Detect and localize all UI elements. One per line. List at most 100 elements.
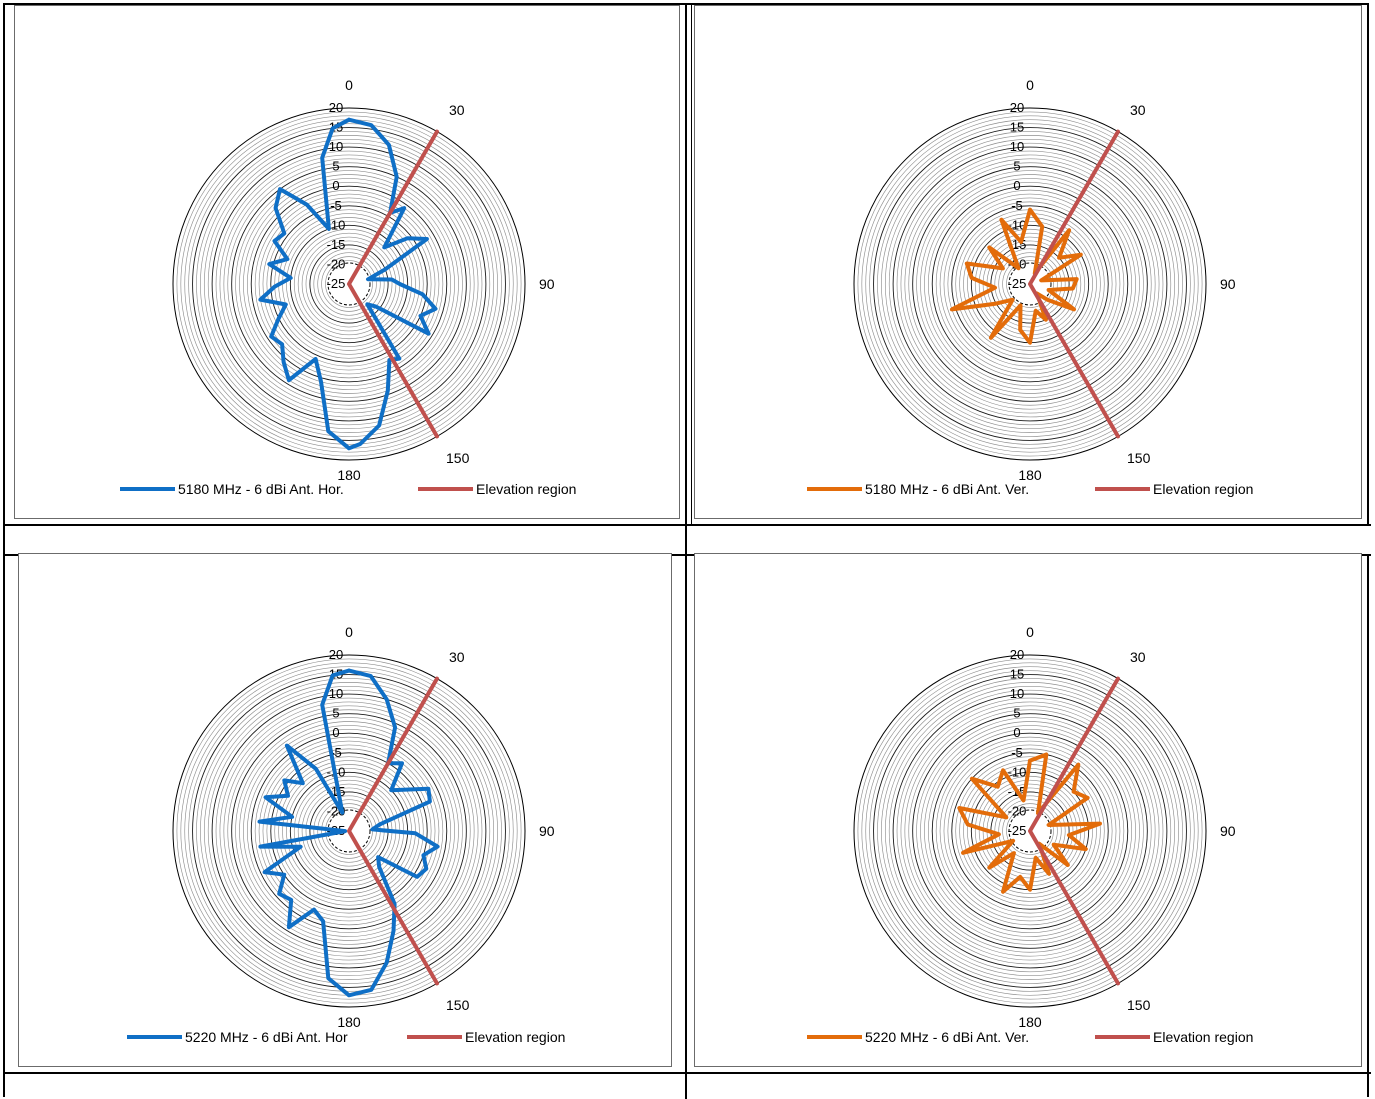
angle-label: 180 (337, 1014, 361, 1030)
radial-tick-label: 15 (1010, 120, 1024, 135)
elevation-region-line (1028, 676, 1120, 986)
radial-tick-label: 10 (1010, 686, 1024, 701)
major-grid-ring (192, 127, 506, 441)
radial-tick-label: -5 (330, 745, 342, 760)
minor-grid-ring (254, 189, 444, 379)
minor-grid-ring (243, 178, 455, 390)
radial-tick-label: 0 (1013, 725, 1020, 740)
minor-grid-ring (947, 748, 1113, 914)
minor-grid-ring (861, 115, 1199, 453)
radial-tick-label: 5 (1013, 706, 1020, 721)
minor-grid-ring (262, 197, 436, 371)
polar-chart-panel: 20 15 10 5 0 -5 -10 -15 -20 -25 0 30 90 150 180 5220 MH… (694, 553, 1362, 1067)
minor-grid-ring (943, 744, 1117, 918)
angle-label: 180 (1018, 467, 1042, 483)
minor-grid-ring (246, 181, 452, 387)
radial-tick-label: -20 (327, 256, 346, 271)
radial-tick-label: 20 (1010, 647, 1024, 662)
legend-label: 5180 MHz - 6 dBi Ant. Ver. (865, 481, 1029, 497)
minor-grid-ring (939, 193, 1121, 375)
minor-grid-ring (196, 678, 502, 984)
radial-tick-label: 15 (1010, 667, 1024, 682)
angle-label: 150 (1127, 997, 1151, 1013)
minor-grid-ring (908, 709, 1152, 953)
minor-grid-ring (266, 201, 432, 367)
minor-grid-ring (920, 174, 1140, 394)
angle-label: 150 (446, 450, 470, 466)
minor-grid-ring (904, 158, 1156, 410)
minor-grid-ring (935, 189, 1125, 379)
minor-grid-ring (943, 197, 1117, 371)
major-grid-ring (931, 185, 1129, 383)
angle-label: 0 (345, 624, 353, 640)
angle-label: 180 (1018, 1014, 1042, 1030)
angle-label: 30 (449, 649, 465, 665)
minor-grid-ring (998, 799, 1062, 863)
major-grid-ring (951, 752, 1109, 910)
legend-label: 5220 MHz - 6 dBi Ant. Ver. (865, 1029, 1029, 1045)
major-grid-ring (873, 127, 1187, 441)
major-grid-ring (892, 693, 1168, 969)
minor-grid-ring (1002, 803, 1058, 859)
table-horizontal-divider (5, 1072, 1371, 1074)
minor-grid-ring (176, 658, 522, 1004)
minor-grid-ring (262, 744, 436, 918)
minor-grid-ring (235, 170, 463, 398)
minor-grid-ring (881, 682, 1179, 980)
radial-tick-label: 20 (1010, 100, 1024, 115)
minor-grid-ring (1006, 260, 1054, 308)
radial-tick-label: 0 (332, 725, 339, 740)
minor-grid-ring (955, 756, 1105, 906)
minor-grid-ring (246, 728, 452, 934)
minor-grid-ring (258, 193, 440, 375)
minor-grid-ring (927, 728, 1133, 934)
radial-tick-label: -25 (1008, 276, 1027, 291)
minor-grid-ring (180, 662, 518, 1000)
minor-grid-ring (877, 131, 1183, 437)
angle-label: 90 (539, 823, 555, 839)
minor-grid-ring (239, 174, 459, 394)
radial-tick-label: -5 (1011, 198, 1023, 213)
radial-tick-label: 10 (1010, 139, 1024, 154)
minor-grid-ring (967, 221, 1093, 347)
minor-grid-ring (286, 221, 412, 347)
antenna-pattern-line (257, 668, 440, 998)
minor-grid-ring (274, 756, 424, 906)
angle-label: 90 (1220, 276, 1236, 292)
document-table (3, 3, 1371, 1099)
major-grid-ring (231, 166, 467, 402)
radial-tick-label: 0 (332, 178, 339, 193)
angle-label: 30 (449, 102, 465, 118)
minor-grid-ring (203, 685, 495, 977)
minor-grid-ring (235, 717, 463, 945)
empty-table-cell (687, 526, 1371, 554)
radial-tick-label: -15 (327, 237, 346, 252)
radial-tick-label: -5 (1011, 745, 1023, 760)
minor-grid-ring (223, 705, 475, 957)
minor-grid-ring (219, 154, 479, 414)
major-grid-ring (873, 674, 1187, 988)
minor-grid-ring (896, 150, 1164, 418)
major-grid-ring (309, 244, 389, 324)
major-grid-ring (231, 713, 467, 949)
minor-grid-ring (243, 725, 455, 937)
radial-tick-label: -20 (1008, 803, 1027, 818)
polar-chart-panel: 20 15 10 5 0 -5 -10 -15 -20 -25 0 30 90 150 180 5180 MH… (14, 5, 680, 519)
minor-grid-ring (180, 115, 518, 453)
major-grid-ring (250, 732, 448, 930)
minor-grid-ring (998, 252, 1062, 316)
minor-grid-ring (900, 701, 1160, 961)
major-grid-ring (250, 185, 448, 383)
minor-grid-ring (865, 666, 1195, 996)
radial-tick-label: -25 (327, 276, 346, 291)
radial-tick-label: -25 (1008, 823, 1027, 838)
minor-grid-ring (325, 260, 373, 308)
angle-label: 90 (539, 276, 555, 292)
major-grid-ring (912, 713, 1148, 949)
angle-label: 0 (1026, 77, 1034, 93)
legend-label: Elevation region (476, 481, 576, 497)
legend-label: 5180 MHz - 6 dBi Ant. Hor. (178, 481, 344, 497)
antenna-pattern-line (949, 207, 1083, 345)
minor-grid-ring (884, 138, 1176, 430)
